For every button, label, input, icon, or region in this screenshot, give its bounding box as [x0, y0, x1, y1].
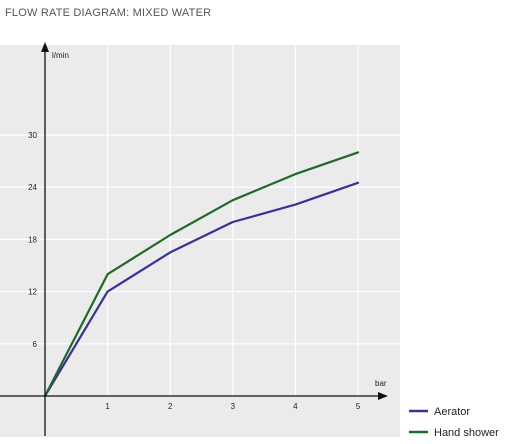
- x-tick-label: 5: [356, 402, 361, 411]
- axes: [0, 42, 388, 436]
- plot-background: [0, 45, 400, 437]
- legend-label: Hand shower: [434, 427, 499, 439]
- legend: Aerator Hand shower: [409, 406, 499, 439]
- chart-title: FLOW RATE DIAGRAM: MIXED WATER: [5, 7, 212, 19]
- y-tick-label: 12: [28, 288, 37, 297]
- x-tick-label: 1: [105, 402, 110, 411]
- y-tick-label: 6: [33, 340, 38, 349]
- x-tick-label: 2: [168, 402, 173, 411]
- series-line: [43, 181, 360, 398]
- y-axis-label: l/min: [52, 51, 69, 60]
- x-axis-arrow: [378, 392, 388, 400]
- x-axis-label: bar: [375, 379, 387, 388]
- series-lines: [43, 151, 360, 398]
- series-line: [43, 151, 360, 398]
- y-axis-arrow: [41, 42, 49, 52]
- grid-lines: [0, 45, 400, 396]
- legend-label: Aerator: [434, 406, 470, 418]
- y-tick-label: 30: [28, 131, 37, 140]
- x-tick-label: 3: [231, 402, 236, 411]
- y-tick-label: 24: [28, 183, 37, 192]
- x-tick-label: 4: [293, 402, 298, 411]
- y-tick-label: 18: [28, 235, 37, 244]
